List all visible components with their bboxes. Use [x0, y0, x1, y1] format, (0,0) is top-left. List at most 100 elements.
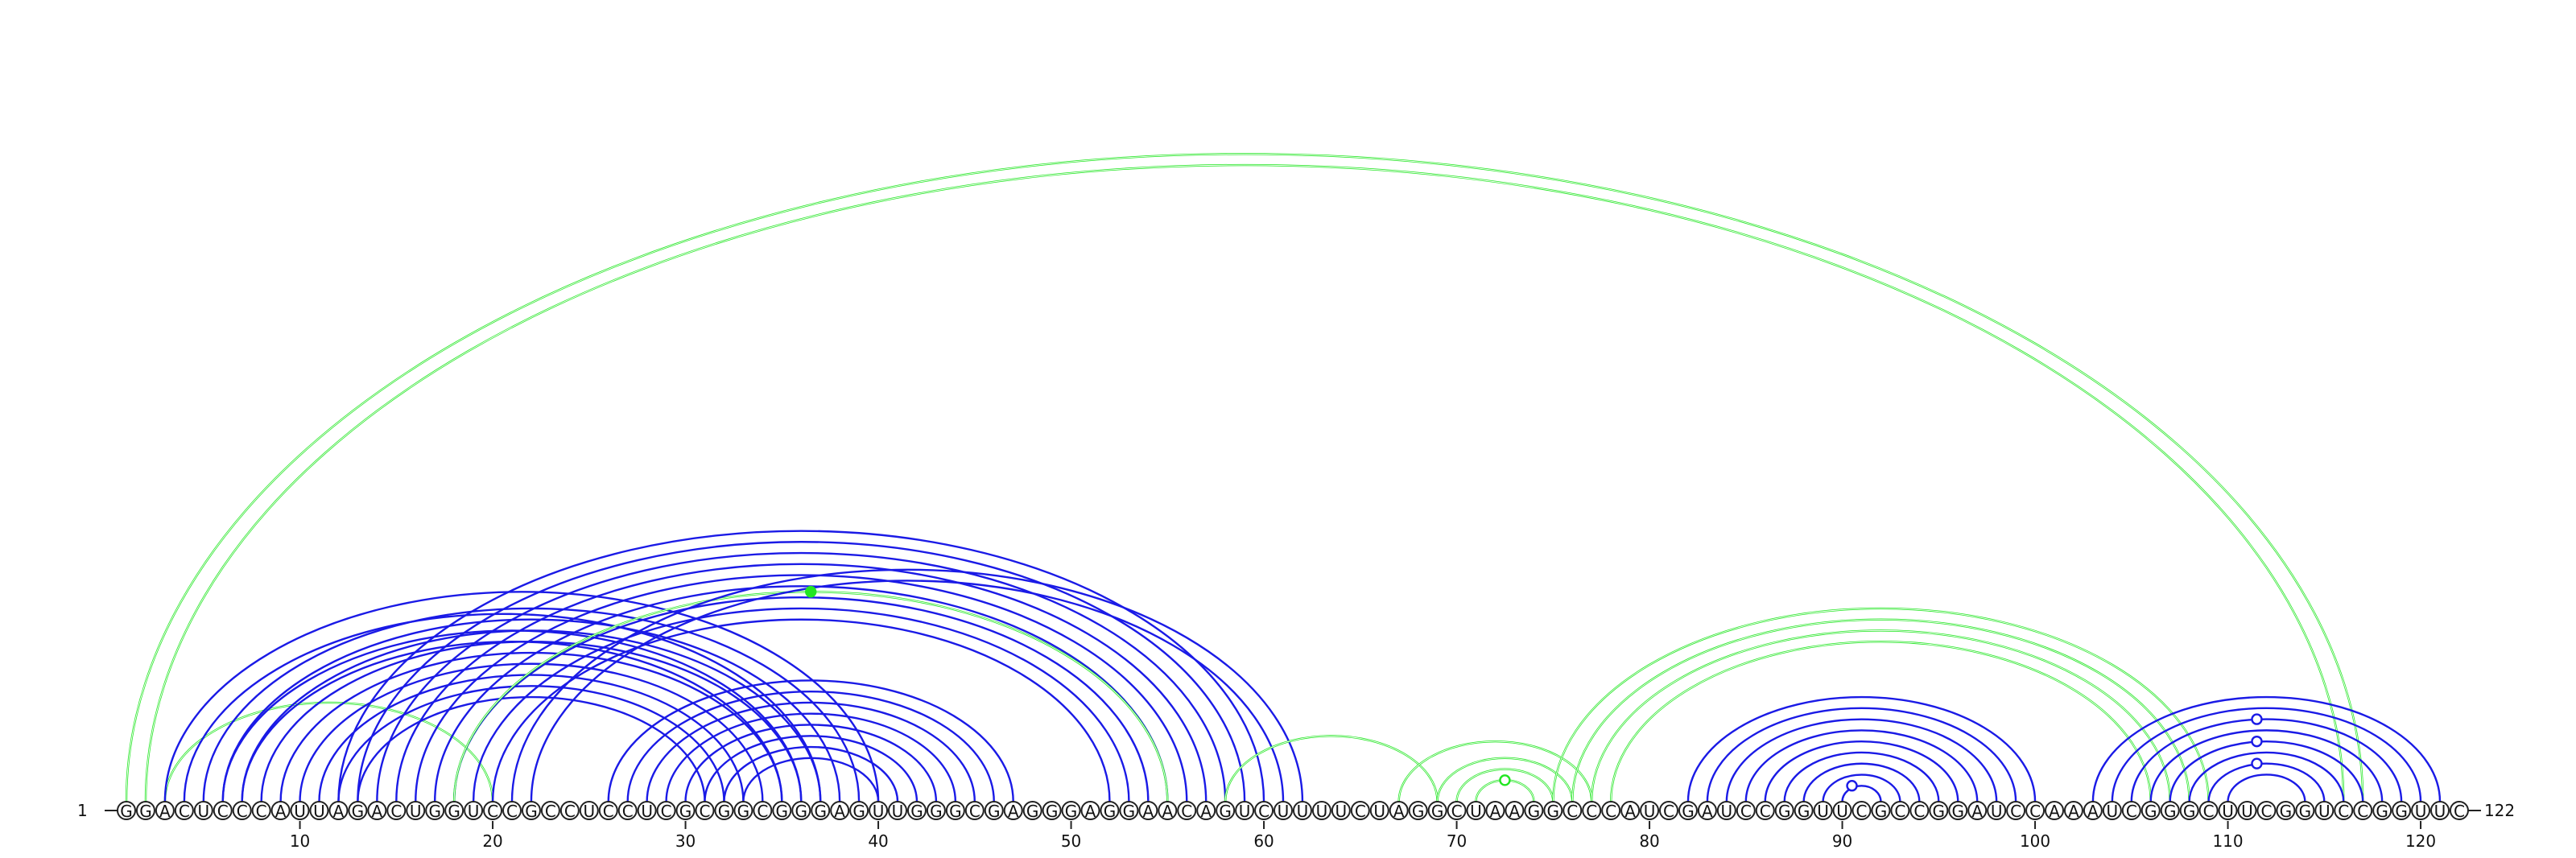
arc-76-108 [1571, 618, 2190, 802]
arc-85-97 [1744, 729, 1979, 802]
base-78: C [1601, 801, 1621, 821]
tick-label-10: 10 [290, 831, 310, 851]
base-letter: C [1663, 802, 1674, 821]
base-1: G [117, 801, 136, 821]
base-letter: A [1200, 802, 1212, 821]
base-circle [964, 801, 985, 820]
base-circle [540, 801, 560, 820]
base-circle [232, 801, 252, 820]
base-43: G [926, 801, 946, 821]
base-49: G [1042, 801, 1062, 821]
tick-label-110: 110 [2212, 831, 2243, 851]
base-letter: G [718, 802, 731, 821]
arc-31-42 [704, 735, 919, 802]
base-letter: C [2338, 802, 2349, 821]
base-letter: C [217, 802, 229, 821]
base-letter: G [2299, 802, 2312, 821]
base-letter: C [661, 802, 672, 821]
base-46: G [984, 801, 1004, 821]
base-letter: C [1856, 802, 1868, 821]
base-circle [2102, 801, 2122, 820]
base-circle [579, 801, 599, 820]
base-16: U [406, 801, 426, 821]
base-letter: C [390, 802, 402, 821]
base-113: G [2276, 801, 2296, 821]
arc-109-115 [2207, 762, 2326, 802]
arc-75-109 [1552, 607, 2210, 802]
base-114: G [2295, 801, 2315, 821]
base-letter: G [988, 802, 1001, 821]
base-circle [1543, 801, 1563, 820]
base-112: C [2256, 801, 2277, 821]
base-letter: U [1991, 802, 2003, 821]
base-letter: G [352, 802, 365, 821]
base-60: C [1254, 801, 1274, 821]
base-circle [1755, 801, 1775, 820]
base-91: C [1852, 801, 1872, 821]
base-66: U [1369, 801, 1389, 821]
base-3: A [155, 801, 175, 821]
base-35: G [772, 801, 792, 821]
base-119: G [2392, 801, 2412, 821]
base-letter: U [2415, 802, 2427, 821]
base-97: A [1967, 801, 1988, 821]
base-30: G [675, 801, 696, 821]
base-circle [617, 801, 638, 820]
base-circle [1369, 801, 1389, 820]
base-circle [753, 801, 773, 820]
base-letter: G [2183, 802, 2196, 821]
base-57: A [1196, 801, 1216, 821]
base-letter: U [2107, 802, 2119, 821]
arc-108-116 [2188, 751, 2345, 802]
arc-87-95 [1783, 751, 1940, 802]
base-54: A [1138, 801, 1158, 821]
base-21: C [502, 801, 522, 821]
base-letter: C [256, 802, 267, 821]
base-circle [2140, 801, 2161, 820]
arc-16-56 [415, 574, 1188, 802]
base-letter: U [1721, 802, 1733, 821]
base-circle [1196, 801, 1216, 820]
base-letter: A [1008, 802, 1019, 821]
base-circle [2256, 801, 2277, 820]
base-letter: G [1431, 802, 1444, 821]
base-letter: U [2222, 802, 2234, 821]
base-circle [1852, 801, 1872, 820]
base-96: G [1948, 801, 1968, 821]
base-2: G [135, 801, 155, 821]
arc-18-54 [452, 596, 1150, 802]
base-25: U [579, 801, 599, 821]
base-circle [425, 801, 445, 820]
base-51: A [1080, 801, 1100, 821]
base-circle [695, 801, 715, 820]
arc-5-39 [202, 607, 861, 802]
base-117: C [2353, 801, 2373, 821]
base-letter: C [237, 802, 248, 821]
arc-27-46 [626, 691, 995, 802]
base-letter: U [892, 802, 904, 821]
base-circle [559, 801, 580, 820]
base-45: C [964, 801, 985, 821]
base-letter: A [333, 802, 345, 821]
base-12: A [328, 801, 349, 821]
base-letter: U [2241, 802, 2253, 821]
base-circle [1967, 801, 1988, 820]
base-letter: U [1817, 802, 1829, 821]
base-circle [2063, 801, 2083, 820]
base-79: A [1620, 801, 1641, 821]
base-48: G [1022, 801, 1042, 821]
base-13: G [348, 801, 368, 821]
base-120: U [2411, 801, 2431, 821]
base-letter: A [1162, 802, 1173, 821]
base-71: U [1466, 801, 1486, 821]
arc-13-31 [357, 695, 706, 802]
base-26: C [598, 801, 618, 821]
base-circle [2160, 801, 2180, 820]
tick-label-60: 60 [1253, 831, 1274, 851]
base-38: A [830, 801, 850, 821]
base-56: C [1177, 801, 1197, 821]
arc-103-121 [2091, 695, 2442, 802]
base-circle [348, 801, 368, 820]
base-circle [1601, 801, 1621, 820]
base-37: G [811, 801, 831, 821]
